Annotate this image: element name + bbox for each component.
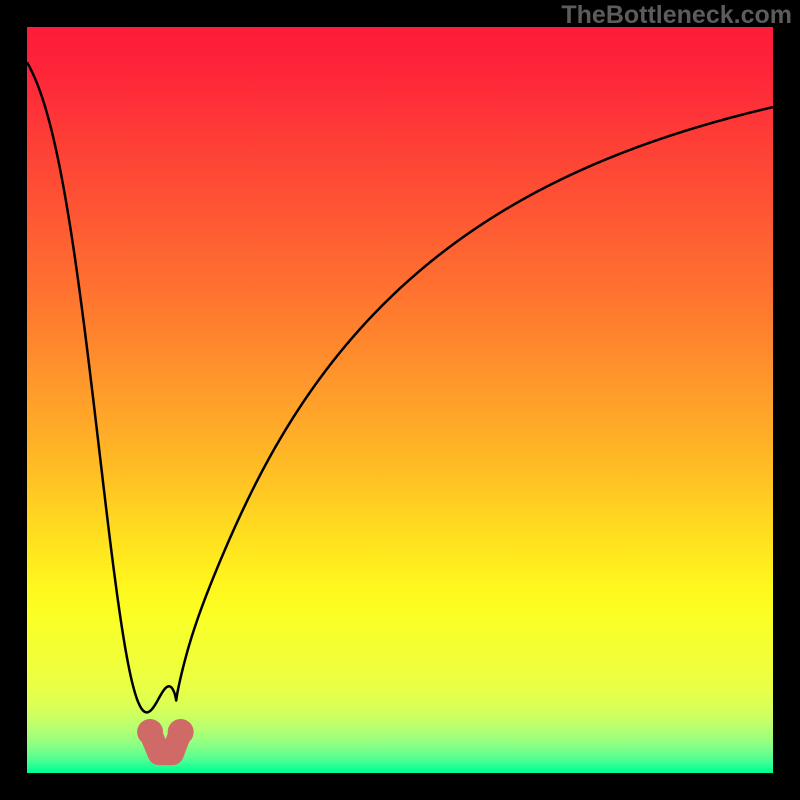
bottleneck-chart — [0, 0, 800, 800]
dip-marker-dot-left — [137, 719, 163, 745]
dip-marker-dot-right — [168, 719, 194, 745]
watermark-text: TheBottleneck.com — [561, 1, 792, 30]
